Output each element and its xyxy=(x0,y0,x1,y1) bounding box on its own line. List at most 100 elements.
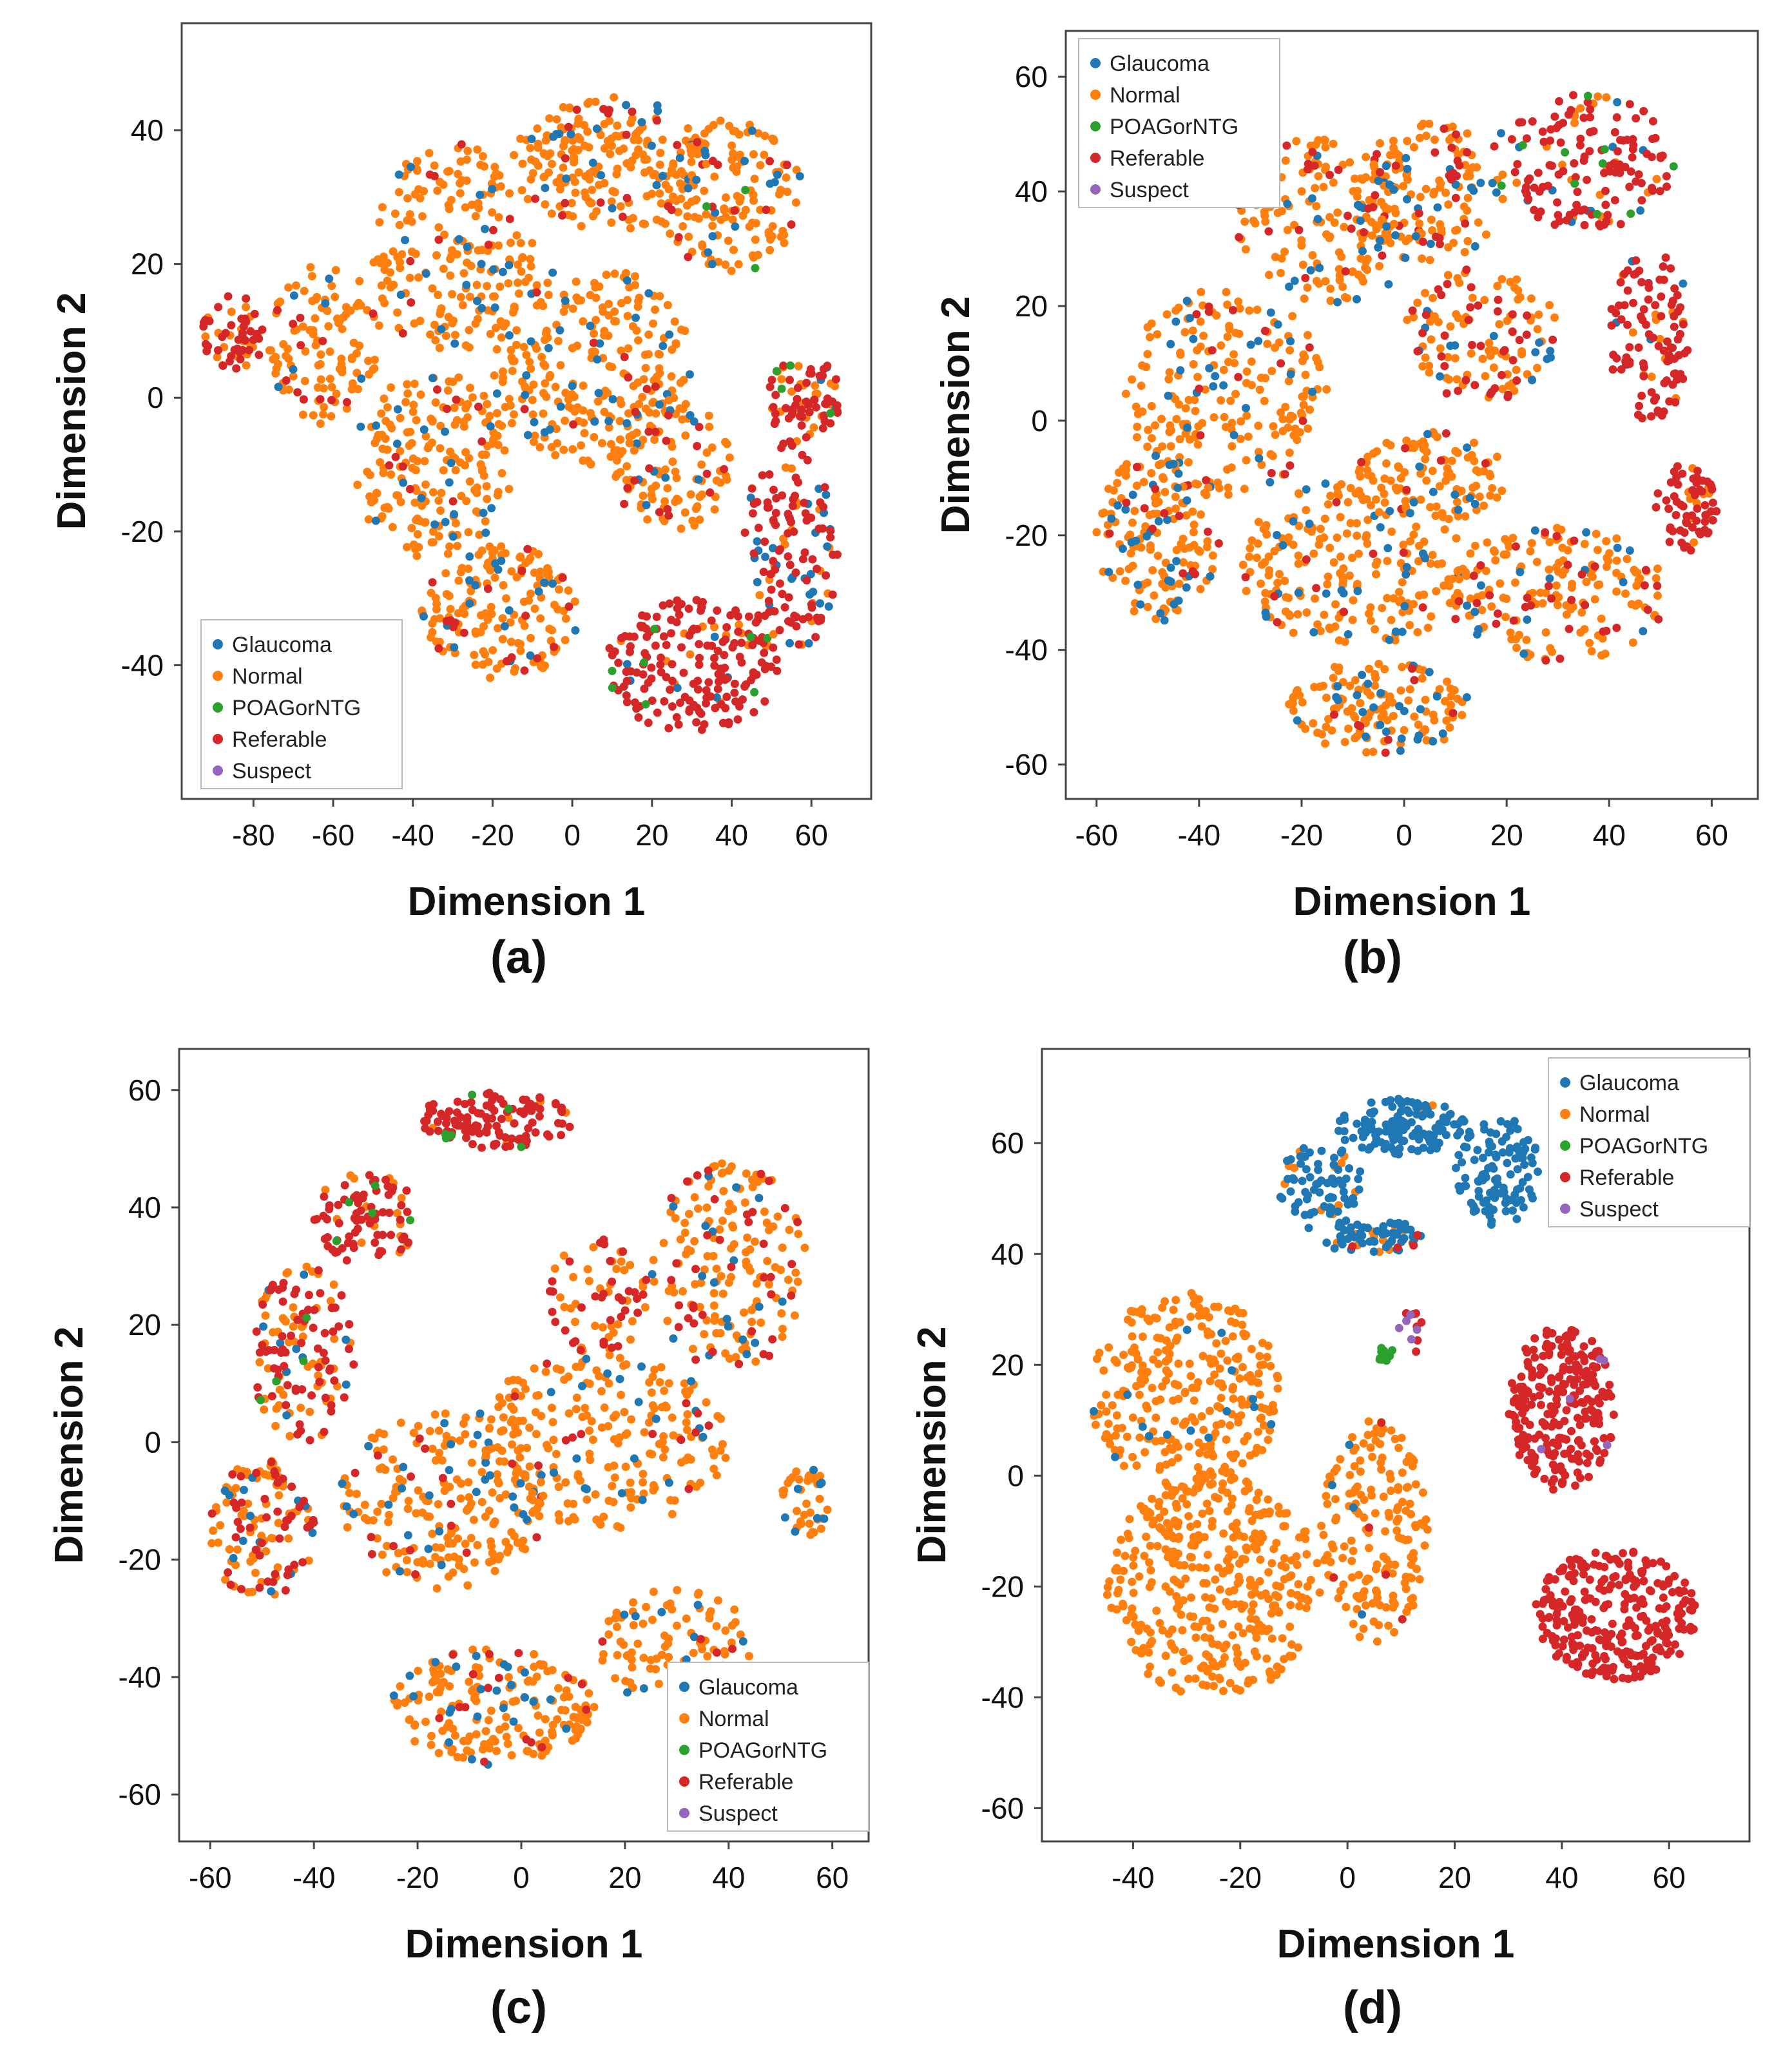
point-normal xyxy=(769,629,778,639)
point-referable xyxy=(1339,608,1348,617)
point-normal xyxy=(1195,547,1204,556)
point-normal xyxy=(327,383,336,392)
point-normal xyxy=(1655,334,1664,343)
point-glaucoma xyxy=(1369,703,1378,712)
point-referable xyxy=(453,1097,462,1106)
point-referable xyxy=(676,698,684,707)
point-normal xyxy=(1394,462,1403,471)
point-referable xyxy=(1105,529,1114,538)
point-referable xyxy=(771,565,780,574)
point-referable xyxy=(1628,145,1637,154)
point-referable xyxy=(1418,603,1427,612)
point-normal xyxy=(1322,722,1331,731)
point-normal xyxy=(428,1445,437,1454)
point-glaucoma xyxy=(622,660,631,669)
point-referable xyxy=(1449,709,1458,718)
point-referable xyxy=(637,622,646,631)
point-normal xyxy=(1165,368,1174,377)
point-referable xyxy=(1357,457,1366,466)
point-normal xyxy=(507,567,516,576)
point-poagorntg xyxy=(608,684,617,692)
point-poagorntg xyxy=(1570,179,1579,188)
point-normal xyxy=(446,255,455,264)
point-referable xyxy=(1639,305,1648,314)
point-normal xyxy=(314,361,323,370)
point-referable xyxy=(765,470,774,479)
point-referable xyxy=(1659,346,1668,355)
point-normal xyxy=(450,331,459,340)
point-normal xyxy=(311,314,320,323)
point-glaucoma xyxy=(450,510,459,519)
point-glaucoma xyxy=(300,1270,309,1279)
point-normal xyxy=(1325,543,1334,552)
point-referable xyxy=(694,685,702,694)
point-normal xyxy=(431,398,440,407)
point-normal xyxy=(1385,151,1394,160)
point-normal xyxy=(1468,293,1477,302)
point-normal xyxy=(380,298,389,307)
point-normal xyxy=(743,1233,752,1242)
point-referable xyxy=(521,611,530,620)
point-referable xyxy=(252,1468,261,1477)
point-normal xyxy=(1460,202,1469,211)
point-glaucoma xyxy=(465,599,474,608)
point-normal xyxy=(1526,547,1535,556)
point-normal xyxy=(1362,153,1371,162)
point-normal xyxy=(1527,294,1536,303)
point-referable xyxy=(782,160,791,169)
point-referable xyxy=(517,566,526,575)
point-normal xyxy=(1247,357,1256,366)
x-tick-label: 0 xyxy=(564,818,581,852)
point-glaucoma xyxy=(630,1454,639,1463)
point-glaucoma xyxy=(1205,364,1214,372)
point-normal xyxy=(519,1416,527,1425)
point-normal xyxy=(775,190,784,198)
point-referable xyxy=(753,615,762,624)
point-referable xyxy=(309,1323,318,1332)
point-referable xyxy=(787,220,796,229)
point-glaucoma xyxy=(274,383,283,391)
point-normal xyxy=(1322,693,1331,702)
point-normal xyxy=(467,262,476,271)
point-glaucoma xyxy=(588,158,597,168)
point-referable xyxy=(1508,327,1517,336)
point-normal xyxy=(1298,698,1307,707)
point-referable xyxy=(1175,512,1184,521)
point-normal xyxy=(1496,579,1505,588)
point-normal xyxy=(1184,458,1193,466)
point-normal xyxy=(680,1218,689,1227)
point-glaucoma xyxy=(1322,589,1331,598)
point-normal xyxy=(540,173,549,181)
point-referable xyxy=(1418,329,1427,338)
point-normal xyxy=(1308,251,1317,260)
point-normal xyxy=(1612,534,1621,543)
point-normal xyxy=(411,249,420,258)
point-normal xyxy=(1166,442,1175,451)
point-normal xyxy=(519,343,528,351)
point-normal xyxy=(353,481,362,489)
point-normal xyxy=(1220,412,1229,421)
point-glaucoma xyxy=(238,1537,247,1545)
point-normal xyxy=(383,445,392,454)
point-glaucoma xyxy=(1289,517,1298,526)
point-normal xyxy=(1190,520,1199,529)
point-normal xyxy=(364,515,373,524)
point-normal xyxy=(1223,465,1231,474)
point-normal xyxy=(1405,685,1414,694)
point-referable xyxy=(340,1181,349,1189)
point-normal xyxy=(1334,663,1344,672)
point-normal xyxy=(456,1494,465,1503)
point-normal xyxy=(1338,282,1347,291)
point-glaucoma xyxy=(659,341,668,351)
point-normal xyxy=(516,646,525,655)
point-glaucoma xyxy=(384,1500,393,1509)
point-normal xyxy=(1498,170,1507,179)
point-normal xyxy=(331,293,340,302)
point-glaucoma xyxy=(1358,247,1367,256)
point-normal xyxy=(372,488,381,497)
point-glaucoma xyxy=(1497,129,1505,138)
point-normal xyxy=(490,371,499,380)
point-normal xyxy=(785,1225,794,1234)
point-referable xyxy=(516,1107,525,1116)
